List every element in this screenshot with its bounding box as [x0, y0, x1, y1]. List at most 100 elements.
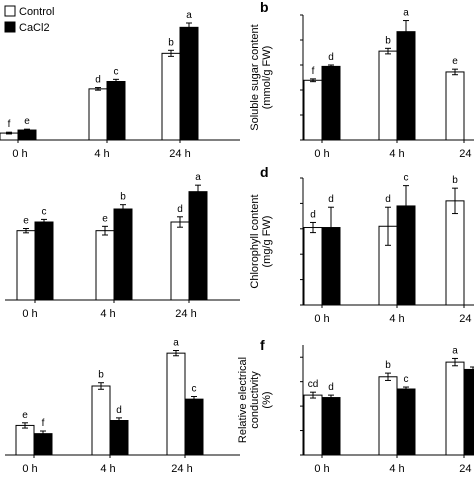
significance-label: e — [102, 213, 108, 224]
x-tick-label: 0 h — [22, 308, 37, 320]
bar — [396, 388, 416, 456]
bar — [321, 227, 341, 306]
legend-swatch-cacl2 — [4, 21, 16, 33]
x-tick-label: 24 h — [459, 313, 474, 325]
significance-label: f — [312, 66, 315, 77]
significance-label: d — [95, 75, 101, 86]
x-tick-label: 0 h — [314, 463, 329, 474]
bar — [303, 394, 323, 456]
legend-label-cacl2: CaCl2 — [19, 22, 50, 34]
bar — [95, 230, 115, 301]
bar — [188, 191, 208, 301]
significance-label: b — [168, 37, 174, 48]
legend: Control CaCl2 — [4, 5, 54, 34]
bar — [396, 31, 416, 141]
x-tick-label: 4 h — [389, 313, 404, 325]
bar — [445, 200, 465, 306]
x-tick-label: 24 h — [175, 308, 196, 320]
x-tick-label: 0 h — [22, 463, 37, 474]
significance-label: b — [385, 360, 391, 371]
x-tick-label: 0 h — [314, 313, 329, 325]
significance-label: e — [24, 116, 30, 127]
bar — [445, 71, 465, 141]
x-tick-label: 24 h — [169, 148, 190, 160]
y-axis-label: conductivity — [249, 371, 261, 429]
significance-label: d — [177, 204, 183, 215]
y-axis-label: (mg/g FW) — [261, 216, 273, 268]
significance-label: b — [120, 192, 126, 203]
x-tick-label: 24 h — [171, 463, 192, 474]
bar — [113, 208, 133, 301]
significance-label: b — [452, 175, 458, 186]
y-axis-label: (%) — [261, 391, 273, 408]
significance-label: c — [404, 374, 409, 385]
significance-label: c — [114, 66, 119, 77]
significance-label: a — [403, 8, 409, 19]
significance-label: a — [186, 10, 192, 21]
panel-letter-f: f — [260, 337, 265, 353]
bar — [166, 352, 186, 456]
significance-label: cd — [308, 379, 319, 390]
significance-label: d — [116, 405, 122, 416]
significance-label: b — [98, 370, 104, 381]
bar — [463, 368, 474, 456]
bar — [17, 129, 37, 141]
legend-swatch-control — [4, 5, 16, 17]
significance-label: f — [42, 418, 45, 429]
panel-letter-d: d — [260, 164, 269, 180]
significance-label: c — [404, 173, 409, 184]
bar — [34, 221, 54, 301]
bar — [88, 88, 108, 141]
significance-label: a — [173, 338, 179, 349]
bar — [16, 230, 36, 301]
bar — [161, 52, 181, 141]
bar — [321, 65, 341, 141]
bar — [303, 79, 323, 141]
x-tick-label: 4 h — [389, 463, 404, 474]
y-axis-label: Soluble sugar content — [249, 24, 261, 130]
bar — [33, 433, 53, 456]
significance-label: b — [385, 35, 391, 46]
significance-label: e — [23, 216, 29, 227]
bar — [321, 397, 341, 456]
x-tick-label: 24 h — [459, 148, 474, 160]
bar — [170, 221, 190, 301]
y-axis-label: Relative electrical — [237, 357, 249, 443]
bar — [378, 50, 398, 141]
bar — [109, 420, 129, 456]
bar — [106, 81, 126, 141]
panel-letter-b: b — [260, 0, 269, 15]
bar — [179, 26, 199, 141]
x-tick-label: 0 h — [12, 148, 27, 160]
significance-label: d — [328, 52, 334, 63]
bar — [396, 205, 416, 306]
y-axis-label: Chlorophyll content — [249, 194, 261, 288]
significance-label: e — [22, 410, 28, 421]
significance-label: f — [8, 119, 11, 130]
bar — [15, 424, 35, 456]
x-tick-label: 0 h — [314, 148, 329, 160]
bar — [378, 376, 398, 456]
x-tick-label: 4 h — [94, 148, 109, 160]
significance-label: e — [452, 56, 458, 67]
bar — [303, 227, 323, 306]
significance-label: d — [328, 382, 334, 393]
x-tick-label: 4 h — [389, 148, 404, 160]
x-tick-label: 4 h — [100, 463, 115, 474]
significance-label: d — [385, 194, 391, 205]
significance-label: d — [328, 194, 334, 205]
legend-label-control: Control — [19, 6, 54, 18]
significance-label: a — [195, 172, 201, 183]
significance-label: d — [310, 209, 316, 220]
x-tick-label: 4 h — [100, 308, 115, 320]
bar — [91, 385, 111, 456]
significance-label: c — [192, 384, 197, 395]
significance-label: c — [42, 206, 47, 217]
x-tick-label: 24 h — [459, 463, 474, 474]
y-axis-label: (mmol/g FW) — [261, 46, 273, 110]
bar — [445, 361, 465, 456]
bar — [184, 398, 204, 456]
significance-label: a — [452, 345, 458, 356]
